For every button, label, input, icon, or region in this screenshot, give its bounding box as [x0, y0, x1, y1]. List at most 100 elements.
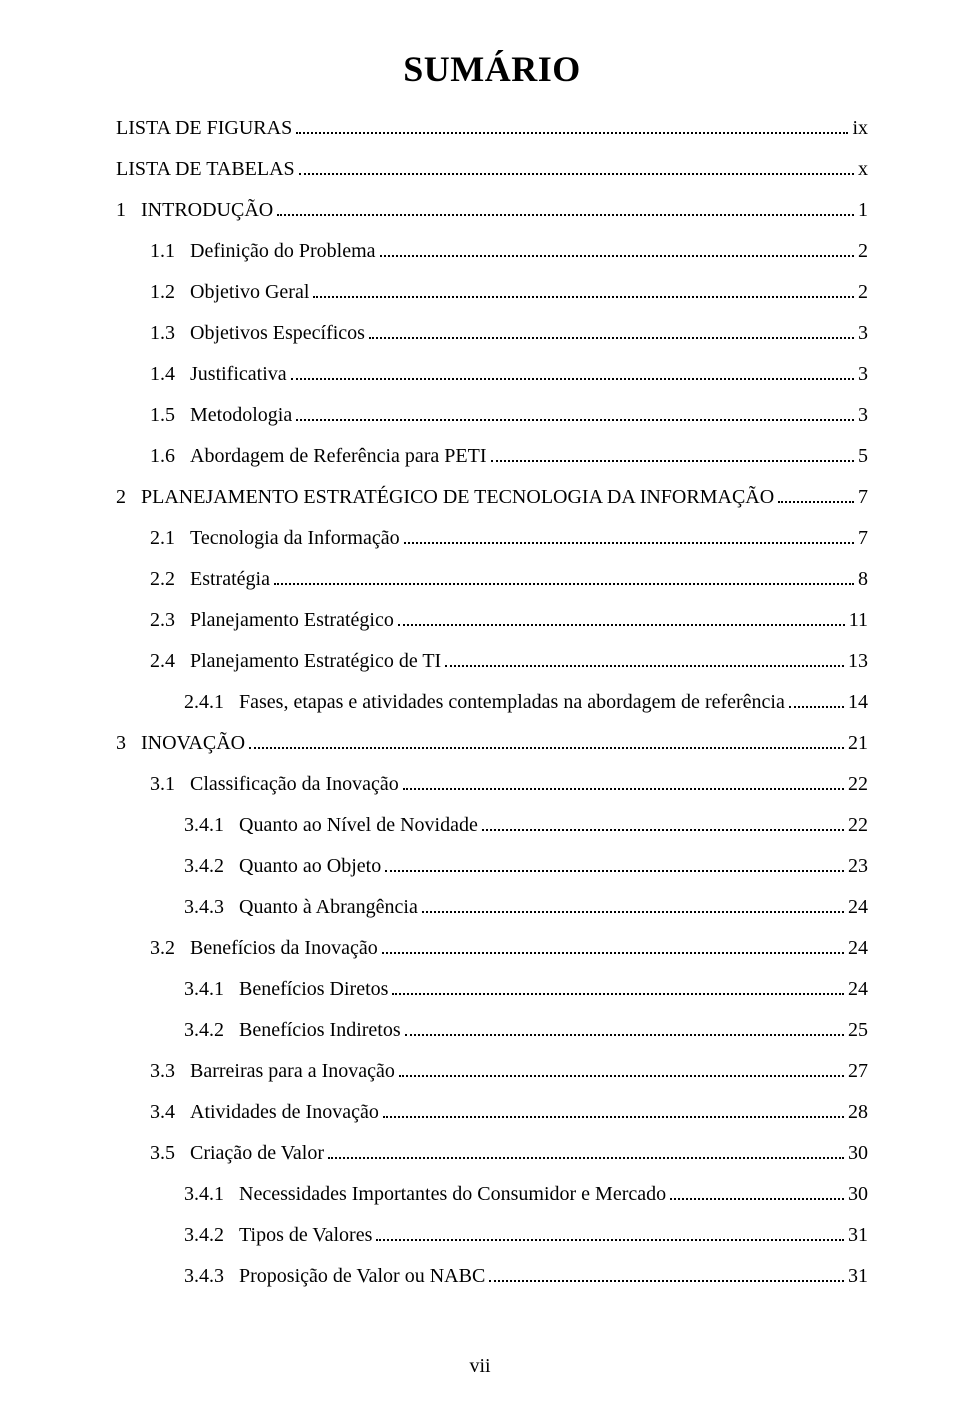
- toc-entry-number: 1.2: [150, 280, 190, 305]
- toc-row: 2.4 Planejamento Estratégico de TI 13: [116, 649, 868, 674]
- toc-entry-number: 2: [116, 485, 141, 510]
- toc-entry-page: 22: [848, 813, 868, 838]
- toc-row: 3.5 Criação de Valor 30: [116, 1141, 868, 1166]
- toc-entry-label: Abordagem de Referência para PETI: [190, 444, 487, 469]
- toc-leader-dots: [296, 116, 848, 134]
- toc-entry-number: 3.4.3: [184, 895, 239, 920]
- toc-entry-page: 7: [858, 485, 868, 510]
- toc-row: 3.4.1 Quanto ao Nível de Novidade 22: [116, 813, 868, 838]
- toc-leader-dots: [299, 157, 854, 175]
- toc-row: 1.1 Definição do Problema 2: [116, 239, 868, 264]
- toc-leader-dots: [249, 731, 844, 749]
- toc-entry-label: INOVAÇÃO: [141, 731, 245, 756]
- toc-entry-page: 1: [858, 198, 868, 223]
- toc-entry-number: 1.4: [150, 362, 190, 387]
- toc-leader-dots: [398, 608, 845, 626]
- toc-entry-number: 3.4.1: [184, 813, 239, 838]
- toc-entry-label: LISTA DE FIGURAS: [116, 116, 292, 141]
- toc-entry-label: Fases, etapas e atividades contempladas …: [239, 690, 785, 715]
- toc-entry-label: INTRODUÇÃO: [141, 198, 273, 223]
- toc-leader-dots: [392, 977, 844, 995]
- toc-row: 1.2 Objetivo Geral 2: [116, 280, 868, 305]
- toc-entry-number: 2.2: [150, 567, 190, 592]
- toc-entry-label: Benefícios da Inovação: [190, 936, 378, 961]
- toc-entry-page: 27: [848, 1059, 868, 1084]
- toc-entry-label: Objetivos Específicos: [190, 321, 365, 346]
- toc-leader-dots: [482, 813, 844, 831]
- toc-entry-number: 2.3: [150, 608, 190, 633]
- toc-row: 3.4 Atividades de Inovação 28: [116, 1100, 868, 1125]
- toc-row: 2.3 Planejamento Estratégico 11: [116, 608, 868, 633]
- toc-entry-number: 1.5: [150, 403, 190, 428]
- toc-row: 1 INTRODUÇÃO 1: [116, 198, 868, 223]
- toc-entry-page: 14: [848, 690, 868, 715]
- toc-entry-number: 3.4.3: [184, 1264, 239, 1289]
- toc-entry-label: Definição do Problema: [190, 239, 376, 264]
- toc-entry-label: Proposição de Valor ou NABC: [239, 1264, 485, 1289]
- toc-row: 3.1 Classificação da Inovação 22: [116, 772, 868, 797]
- toc-leader-dots: [670, 1182, 844, 1200]
- toc-leader-dots: [380, 239, 855, 257]
- toc-leader-dots: [296, 403, 854, 421]
- toc-entry-label: Quanto ao Objeto: [239, 854, 381, 879]
- toc-row: 3.4.1 Necessidades Importantes do Consum…: [116, 1182, 868, 1207]
- toc-leader-dots: [376, 1223, 844, 1241]
- toc-entry-page: 11: [849, 608, 868, 633]
- toc-row: 2.1 Tecnologia da Informação 7: [116, 526, 868, 551]
- toc-entry-page: 30: [848, 1141, 868, 1166]
- toc-entry-number: 2.1: [150, 526, 190, 551]
- toc-entry-page: 3: [858, 362, 868, 387]
- toc-entry-page: 31: [848, 1264, 868, 1289]
- toc-entry-page: 23: [848, 854, 868, 879]
- toc-entry-number: 3.3: [150, 1059, 190, 1084]
- toc-entry-page: 24: [848, 895, 868, 920]
- toc-leader-dots: [778, 485, 854, 503]
- toc-leader-dots: [489, 1264, 844, 1282]
- toc-leader-dots: [383, 1100, 844, 1118]
- toc-entry-page: 25: [848, 1018, 868, 1043]
- toc-row: 3.4.2 Benefícios Indiretos 25: [116, 1018, 868, 1043]
- toc-entry-number: 1.3: [150, 321, 190, 346]
- toc-leader-dots: [789, 690, 844, 708]
- toc-row: 3.4.3 Proposição de Valor ou NABC 31: [116, 1264, 868, 1289]
- toc-entry-number: 3.4.2: [184, 1018, 239, 1043]
- toc-entry-label: Classificação da Inovação: [190, 772, 399, 797]
- toc-row: LISTA DE TABELAS x: [116, 157, 868, 182]
- toc-leader-dots: [445, 649, 844, 667]
- toc-entry-page: 5: [858, 444, 868, 469]
- toc-entry-number: 3.4.2: [184, 854, 239, 879]
- toc-entry-number: 3.5: [150, 1141, 190, 1166]
- toc-leader-dots: [277, 198, 854, 216]
- page-number: vii: [0, 1355, 960, 1378]
- toc-entry-page: 30: [848, 1182, 868, 1207]
- toc-entry-label: Metodologia: [190, 403, 292, 428]
- toc-leader-dots: [328, 1141, 844, 1159]
- toc-row: LISTA DE FIGURAS ix: [116, 116, 868, 141]
- toc-entry-page: 2: [858, 280, 868, 305]
- toc-entry-label: Benefícios Indiretos: [239, 1018, 401, 1043]
- toc-leader-dots: [369, 321, 854, 339]
- page-title: SUMÁRIO: [116, 48, 868, 90]
- toc-entry-label: Quanto à Abrangência: [239, 895, 418, 920]
- toc-entry-label: Necessidades Importantes do Consumidor e…: [239, 1182, 666, 1207]
- toc-row: 3.4.1 Benefícios Diretos 24: [116, 977, 868, 1002]
- toc-entry-page: x: [858, 157, 868, 182]
- toc-entry-label: Planejamento Estratégico de TI: [190, 649, 441, 674]
- toc-entry-number: 2.4: [150, 649, 190, 674]
- toc-row: 1.3 Objetivos Específicos 3: [116, 321, 868, 346]
- toc-entry-page: 24: [848, 977, 868, 1002]
- toc-entry-label: LISTA DE TABELAS: [116, 157, 295, 182]
- toc-leader-dots: [313, 280, 854, 298]
- document-page: SUMÁRIO LISTA DE FIGURAS ix LISTA DE TABE…: [0, 0, 960, 1404]
- toc-entry-number: 3.4: [150, 1100, 190, 1125]
- toc-entry-page: 2: [858, 239, 868, 264]
- toc-leader-dots: [399, 1059, 844, 1077]
- toc-entry-number: 3.2: [150, 936, 190, 961]
- toc-entry-label: Benefícios Diretos: [239, 977, 388, 1002]
- toc-entry-page: 22: [848, 772, 868, 797]
- toc-row: 1.4 Justificativa 3: [116, 362, 868, 387]
- toc-entry-label: Criação de Valor: [190, 1141, 324, 1166]
- toc-entry-label: PLANEJAMENTO ESTRATÉGICO DE TECNOLOGIA D…: [141, 485, 774, 510]
- toc-row: 1.6 Abordagem de Referência para PETI 5: [116, 444, 868, 469]
- toc-entry-page: 21: [848, 731, 868, 756]
